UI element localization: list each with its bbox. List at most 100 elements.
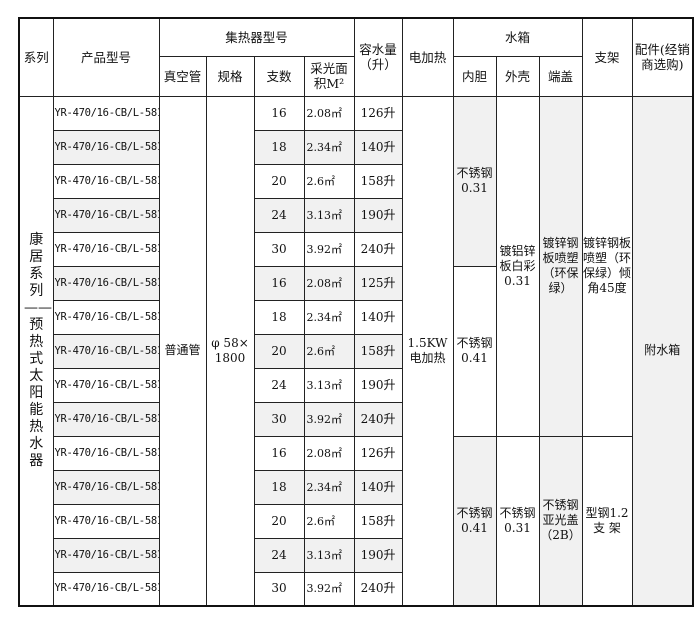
spec-cell: φ 58× 1800: [205, 95, 255, 607]
count-cell: 18: [253, 299, 305, 335]
header-inner: 内胆: [452, 55, 497, 97]
header-cap: 端盖: [538, 55, 583, 97]
capacity-cell: 140升: [353, 469, 403, 505]
area-cell: 2.34㎡: [303, 129, 355, 165]
capacity-cell: 158升: [353, 333, 403, 369]
header-model: 产品型号: [52, 17, 160, 97]
area-cell: 2.6㎡: [303, 503, 355, 539]
count-cell: 24: [253, 537, 305, 573]
area-cell: 2.34㎡: [303, 469, 355, 505]
capacity-cell: 140升: [353, 299, 403, 335]
header-capacity: 容水量（升）: [353, 17, 403, 97]
header-tube: 真空管: [158, 55, 207, 97]
heater-cell: 1.5KW电加热: [401, 95, 454, 607]
count-cell: 20: [253, 163, 305, 199]
area-cell: 3.13㎡: [303, 537, 355, 573]
header-spec: 规格: [205, 55, 255, 97]
area-cell: 2.08㎡: [303, 265, 355, 301]
cap-cell: 不锈钢亚光盖（2B）: [538, 435, 583, 607]
area-cell: 2.34㎡: [303, 299, 355, 335]
capacity-cell: 190升: [353, 197, 403, 233]
stand-cell: 型钢1.2 支 架: [581, 435, 633, 607]
area-cell: 2.08㎡: [303, 435, 355, 471]
capacity-cell: 158升: [353, 163, 403, 199]
stand-cell: 镀锌钢板喷塑（环保绿）倾角45度: [581, 95, 633, 437]
count-cell: 16: [253, 435, 305, 471]
count-cell: 16: [253, 95, 305, 131]
area-cell: 3.13㎡: [303, 197, 355, 233]
header-area: 采光面积M²: [303, 55, 355, 97]
area-cell: 3.13㎡: [303, 367, 355, 403]
product-spec-table: 系列 产品型号 集热器型号 容水量（升） 电加热 水箱 支架 配件(经销商选购)…: [18, 17, 695, 607]
series-cell: 康居系列——预热式太阳能热水器: [18, 95, 54, 607]
count-cell: 16: [253, 265, 305, 301]
count-cell: 18: [253, 129, 305, 165]
capacity-cell: 240升: [353, 401, 403, 437]
header-collector-group: 集热器型号: [158, 17, 355, 57]
count-cell: 18: [253, 469, 305, 505]
inner-cell: 不锈钢0.41: [452, 265, 497, 437]
accessory-cell: 附水箱: [631, 95, 694, 607]
shell-cell: 镀铝锌板白彩0.31: [495, 95, 540, 437]
area-cell: 2.6㎡: [303, 163, 355, 199]
shell-cell: 不锈钢0.31: [495, 435, 540, 607]
header-tank-group: 水箱: [452, 17, 583, 57]
header-stand: 支架: [581, 17, 633, 97]
capacity-cell: 140升: [353, 129, 403, 165]
area-cell: 3.92㎡: [303, 571, 355, 607]
area-cell: 2.6㎡: [303, 333, 355, 369]
area-cell: 3.92㎡: [303, 231, 355, 267]
header-count: 支数: [253, 55, 305, 97]
capacity-cell: 126升: [353, 435, 403, 471]
count-cell: 30: [253, 571, 305, 607]
header-heater: 电加热: [401, 17, 454, 97]
header-series: 系列: [18, 17, 54, 97]
inner-cell: 不锈钢0.41: [452, 435, 497, 607]
area-cell: 3.92㎡: [303, 401, 355, 437]
capacity-cell: 240升: [353, 571, 403, 607]
capacity-cell: 190升: [353, 537, 403, 573]
header-shell: 外壳: [495, 55, 540, 97]
capacity-cell: 126升: [353, 95, 403, 131]
capacity-cell: 240升: [353, 231, 403, 267]
count-cell: 20: [253, 503, 305, 539]
capacity-cell: 125升: [353, 265, 403, 301]
area-cell: 2.08㎡: [303, 95, 355, 131]
table-row: 康居系列——预热式太阳能热水器YR-470/16-CB/L-5818-PS/45…: [18, 95, 694, 607]
header-accessory: 配件(经销商选购): [631, 17, 694, 97]
count-cell: 30: [253, 231, 305, 267]
tube-cell: 普通管: [158, 95, 207, 607]
capacity-cell: 158升: [353, 503, 403, 539]
count-cell: 24: [253, 197, 305, 233]
count-cell: 24: [253, 367, 305, 403]
capacity-cell: 190升: [353, 367, 403, 403]
count-cell: 30: [253, 401, 305, 437]
inner-cell: 不锈钢0.31: [452, 95, 497, 267]
